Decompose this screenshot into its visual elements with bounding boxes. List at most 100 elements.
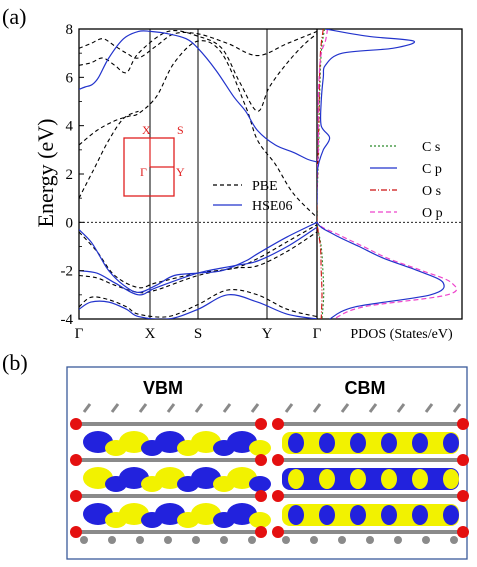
- carbon-atom: [164, 536, 172, 544]
- atom-bond: [166, 403, 176, 413]
- lattice-rod: [76, 494, 261, 498]
- orbital-lobe: [381, 505, 397, 525]
- pbe-band: [79, 40, 317, 218]
- bz-label-x: X: [142, 123, 151, 137]
- oxygen-atom: [70, 526, 82, 538]
- lattice-rod: [278, 422, 463, 426]
- oxygen-atom: [272, 526, 284, 538]
- oxygen-atom: [70, 418, 82, 430]
- y-tick-label: -2: [61, 264, 74, 280]
- pdos-axis-label: PDOS (States/eV): [350, 327, 453, 342]
- orbital-band: [282, 504, 459, 526]
- carbon-atom: [394, 536, 402, 544]
- orbital-lobe: [249, 476, 271, 492]
- atom-bond: [250, 403, 260, 413]
- y-axis-label: Energy (eV): [33, 119, 58, 228]
- orbital-lobe: [319, 469, 335, 489]
- atom-bond: [340, 403, 350, 413]
- hse06-band: [79, 226, 317, 296]
- pdos-o-p-curve: [317, 29, 458, 319]
- hse06-band: [79, 221, 317, 294]
- y-tick-label: 6: [66, 70, 74, 86]
- lattice-rod: [76, 422, 261, 426]
- y-tick-label: 4: [66, 119, 74, 135]
- atom-bond: [194, 403, 204, 413]
- cbm-title: CBM: [345, 378, 386, 398]
- vbm-isosurface: [70, 403, 271, 544]
- panel-a-label: (a): [2, 4, 26, 29]
- lattice-rod: [278, 494, 463, 498]
- x-tick-label: S: [194, 326, 202, 342]
- lattice-rod: [76, 458, 261, 462]
- carbon-atom: [366, 536, 374, 544]
- band-plot-frame: [78, 28, 463, 320]
- atom-bond: [82, 403, 92, 413]
- orbital-lobe: [412, 433, 428, 453]
- pbe-band: [79, 110, 139, 199]
- y-tick-label: 0: [66, 215, 74, 231]
- atom-bond: [284, 403, 294, 413]
- pdos-legend: C s C p O s O p: [370, 140, 443, 221]
- oxygen-atom: [255, 418, 267, 430]
- oxygen-atom: [272, 490, 284, 502]
- carbon-atom: [282, 536, 290, 544]
- orbital-lobe: [350, 469, 366, 489]
- hse06-band: [79, 30, 317, 163]
- pbe-band: [79, 289, 317, 318]
- panel-b-label: (b): [2, 350, 28, 375]
- pdos-legend-label: O p: [422, 206, 443, 221]
- carbon-atom: [422, 536, 430, 544]
- oxygen-atom: [457, 490, 469, 502]
- oxygen-atom: [272, 418, 284, 430]
- oxygen-atom: [457, 454, 469, 466]
- orbital-lobe: [249, 512, 271, 528]
- orbital-lobe: [319, 433, 335, 453]
- pdos-legend-label: C p: [422, 162, 442, 177]
- orbital-band: [282, 468, 459, 490]
- oxygen-atom: [70, 490, 82, 502]
- hse06-band: [79, 294, 317, 319]
- atom-bond: [110, 403, 120, 413]
- vbm-title: VBM: [143, 378, 183, 398]
- orbital-lobe: [412, 505, 428, 525]
- atom-bond: [138, 403, 148, 413]
- brillouin-zone-inset: X S Γ Y: [123, 123, 185, 197]
- orbital-lobe: [443, 505, 459, 525]
- charge-density-panel: VBM CBM: [66, 366, 469, 560]
- orbital-lobe: [350, 433, 366, 453]
- orbital-lobe: [288, 433, 304, 453]
- x-tick-label: Γ: [313, 326, 322, 342]
- oxygen-atom: [255, 454, 267, 466]
- pdos-legend-label: C s: [422, 140, 440, 155]
- y-tick-label: 8: [66, 22, 74, 38]
- carbon-atom: [108, 536, 116, 544]
- atom-bond: [312, 403, 322, 413]
- orbital-lobe: [288, 469, 304, 489]
- pdos-plot: [317, 29, 458, 319]
- orbital-lobe: [319, 505, 335, 525]
- orbital-lobe: [443, 433, 459, 453]
- carbon-atom: [136, 536, 144, 544]
- carbon-atom: [192, 536, 200, 544]
- carbon-atom: [220, 536, 228, 544]
- pdos-o-s-curve: [317, 29, 324, 319]
- band-legend: PBE HSE06: [213, 179, 292, 214]
- orbital-band: [282, 432, 459, 454]
- pbe-band: [79, 30, 317, 112]
- atom-bond: [368, 403, 378, 413]
- pbe-band: [79, 30, 317, 59]
- bz-label-gamma: Γ: [140, 165, 147, 179]
- bz-label-y: Y: [176, 165, 185, 179]
- orbital-lobe: [412, 469, 428, 489]
- plot-border: [78, 28, 463, 320]
- x-tick-label: Y: [262, 326, 273, 342]
- pbe-band: [79, 231, 317, 294]
- legend-hse-label: HSE06: [252, 199, 292, 214]
- orbital-lobe: [288, 505, 304, 525]
- pdos-c-p-curve: [317, 29, 445, 319]
- oxygen-atom: [255, 526, 267, 538]
- atom-bond: [424, 403, 434, 413]
- carbon-atom: [80, 536, 88, 544]
